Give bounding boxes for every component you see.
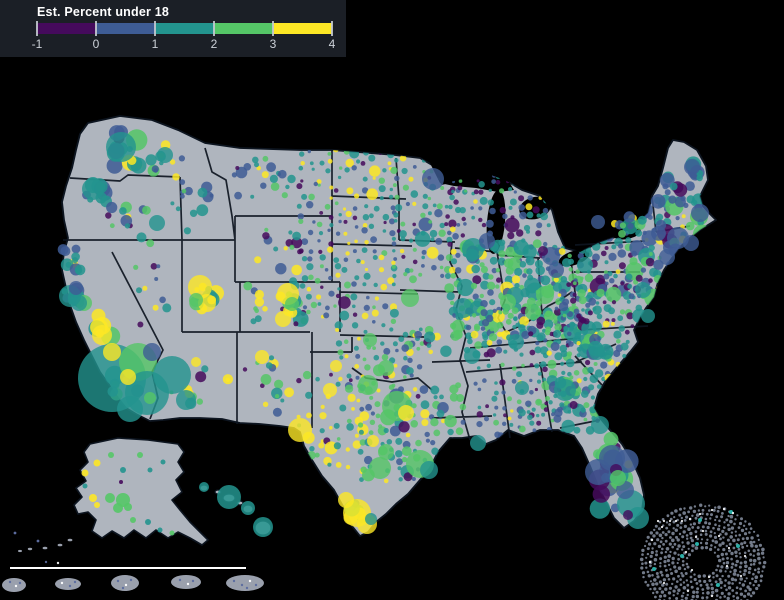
- hawaii-inset: [199, 482, 273, 537]
- legend-bin-green: [214, 23, 273, 34]
- hawaii-bubbles: [199, 482, 273, 537]
- legend-bin-purple: [37, 23, 96, 34]
- legend-tickmark: [154, 21, 156, 36]
- color-legend: Est. Percent under 18 -1 0 1 2 3 4: [0, 0, 346, 57]
- legend-tick-label: 0: [92, 37, 100, 51]
- legend-color-bar: [37, 23, 332, 34]
- legend-tick-label: 4: [328, 37, 336, 51]
- territories-inset-row: [2, 560, 264, 592]
- legend-tickmark: [213, 21, 215, 36]
- lake-superior-shape: [430, 163, 514, 192]
- legend-tickmark: [331, 21, 333, 36]
- alaska-inset: [13, 437, 209, 553]
- legend-tick-label: 2: [210, 37, 218, 51]
- alaska-shape: [73, 437, 209, 546]
- alaska-bubbles: [81, 452, 175, 536]
- legend-axis: -1 0 1 2 3 4: [32, 21, 335, 51]
- aleutian-islands: [13, 531, 73, 553]
- bottom-right-dot-rings: [639, 503, 767, 600]
- territory-shape: [226, 575, 264, 591]
- legend-tickmark: [95, 21, 97, 36]
- legend-tickmark: [272, 21, 274, 36]
- legend-tick-label: 1: [151, 37, 159, 51]
- territory-shape: [171, 575, 201, 589]
- legend-title: Est. Percent under 18: [37, 5, 170, 19]
- legend-bin-yellow: [273, 23, 332, 34]
- territory-shape: [111, 575, 139, 591]
- territory-shape: [2, 578, 26, 592]
- legend-bin-blue: [96, 23, 155, 34]
- legend-tickmark: [36, 21, 38, 36]
- legend-tick-label: -1: [31, 37, 43, 51]
- metro-bubble-layer: [59, 132, 709, 534]
- territory-shape: [55, 578, 81, 590]
- legend-tick-label: 3: [269, 37, 277, 51]
- legend-bin-teal: [155, 23, 214, 34]
